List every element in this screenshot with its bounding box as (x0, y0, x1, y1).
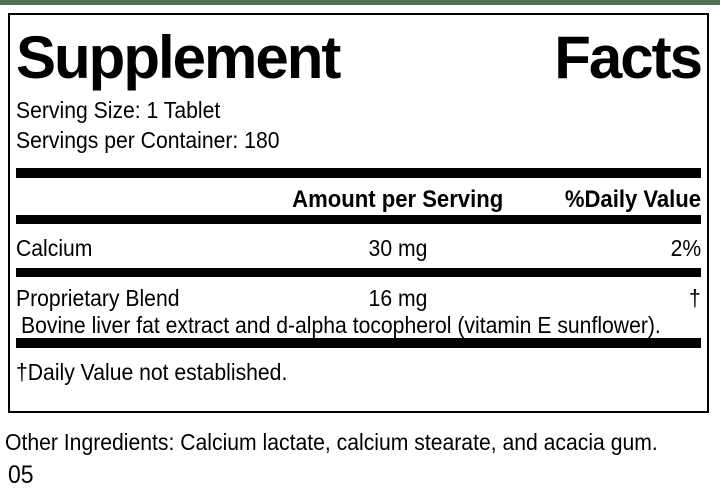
other-ingredients-line: Other Ingredients: Calcium lactate, calc… (5, 429, 658, 455)
nutrient-amount: 16 mg (368, 285, 428, 311)
supplement-facts-panel: Supplement Facts Serving Size: 1 Tablet … (8, 13, 709, 413)
thick-rule-mid (16, 268, 701, 277)
servings-per-container-line: Servings per Container: 180 (16, 127, 280, 153)
nutrient-daily-value: † (689, 285, 701, 311)
thick-rule-top (16, 168, 701, 178)
serving-size-line: Serving Size: 1 Tablet (16, 97, 221, 123)
nutrient-amount: 30 mg (368, 235, 428, 261)
thick-rule-under-header (16, 215, 701, 224)
panel-title: Supplement Facts (16, 15, 703, 91)
title-word-facts: Facts (554, 24, 703, 91)
brand-top-strip (0, 0, 720, 5)
thick-rule-bottom (16, 338, 701, 348)
daily-value-header: %Daily Value (564, 186, 701, 213)
proprietary-blend-description: Bovine liver fat extract and d-alpha toc… (21, 312, 661, 338)
label-code: 05 (8, 461, 34, 489)
title-word-supplement: Supplement (16, 24, 341, 91)
table-row-calcium: Calcium 30 mg 2% (16, 224, 701, 263)
nutrient-name: Calcium (16, 235, 93, 261)
table-row-proprietary-blend: Proprietary Blend 16 mg † (16, 277, 701, 313)
serving-info: Serving Size: 1 Tablet Servings per Cont… (16, 95, 701, 155)
amount-per-serving-header: Amount per Serving (292, 186, 504, 213)
nutrient-daily-value: 2% (670, 235, 701, 261)
table-header-row: Amount per Serving %Daily Value (16, 178, 701, 215)
daily-value-footnote: †Daily Value not established. (16, 359, 288, 385)
nutrient-name: Proprietary Blend (16, 285, 180, 311)
